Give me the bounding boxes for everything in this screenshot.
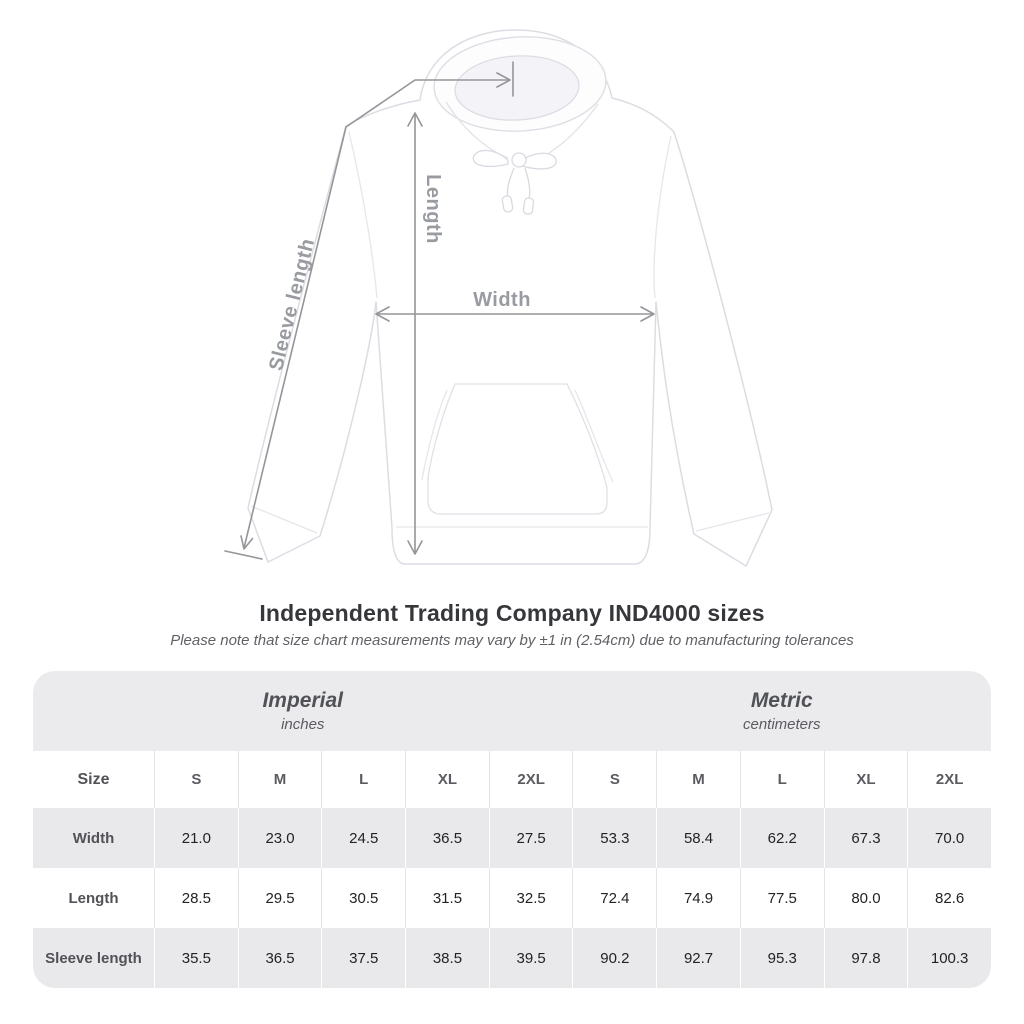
value-cell: 82.6 — [907, 868, 991, 928]
value-cell: 24.5 — [321, 808, 405, 868]
table-row-sleeve-length: Sleeve length 35.5 36.5 37.5 38.5 39.5 9… — [33, 928, 991, 988]
unit-group-unit: inches — [281, 716, 325, 733]
value-cell: 67.3 — [823, 808, 908, 868]
value-cell: 90.2 — [572, 928, 656, 988]
drawstring-bow — [472, 149, 557, 215]
unit-group-metric: Metric centimeters — [573, 671, 992, 751]
hoodie-seams — [250, 131, 770, 534]
unit-group-unit: centimeters — [742, 716, 821, 733]
value-cell: 92.7 — [656, 928, 740, 988]
value-cell: 39.5 — [488, 928, 573, 988]
value-cell: 58.4 — [656, 808, 740, 868]
hood — [433, 36, 607, 161]
size-header-cell: 2XL — [907, 751, 991, 808]
hoodie-illustration: Length Width Sleeve length — [224, 29, 773, 567]
length-label: Length — [422, 174, 444, 244]
value-cell: 27.5 — [488, 808, 573, 868]
table-row-length: Length 28.5 29.5 30.5 31.5 32.5 72.4 74.… — [33, 868, 991, 928]
width-arrow — [375, 306, 655, 322]
unit-group-band: Imperial inches Metric centimeters — [33, 671, 991, 751]
size-table: Imperial inches Metric centimeters Size … — [33, 671, 991, 988]
value-cell: 72.4 — [572, 868, 656, 928]
value-cell: 80.0 — [823, 868, 908, 928]
value-cell: 70.0 — [907, 808, 991, 868]
hoodie-body — [247, 29, 773, 567]
size-header-cell: XL — [405, 751, 489, 808]
unit-group-imperial: Imperial inches — [33, 671, 573, 751]
value-cell: 23.0 — [237, 808, 322, 868]
value-cell: 38.5 — [405, 928, 489, 988]
value-cell: 36.5 — [405, 808, 489, 868]
value-cell: 21.0 — [154, 808, 238, 868]
size-header-cell: S — [154, 751, 238, 808]
value-cell: 32.5 — [488, 868, 573, 928]
value-cell: 97.8 — [823, 928, 908, 988]
value-cell: 36.5 — [237, 928, 322, 988]
value-cell: 37.5 — [321, 928, 405, 988]
value-cell: 53.3 — [572, 808, 656, 868]
size-header-cell: M — [237, 751, 322, 808]
page-title: Independent Trading Company IND4000 size… — [259, 600, 765, 626]
value-cell: 100.3 — [907, 928, 991, 988]
value-cell: 62.2 — [739, 808, 824, 868]
unit-group-name: Metric — [750, 689, 813, 712]
value-cell: 28.5 — [154, 868, 238, 928]
size-header-cell: L — [739, 751, 824, 808]
size-header-cell: L — [321, 751, 405, 808]
size-header-cell: XL — [823, 751, 908, 808]
value-cell: 30.5 — [321, 868, 405, 928]
width-label: Width — [473, 289, 531, 311]
tolerance-note: Please note that size chart measurements… — [170, 632, 854, 649]
row-label: Sleeve length — [45, 949, 142, 967]
size-header-row: Size S M L XL 2XL S M L XL 2XL — [33, 751, 991, 808]
sleeve-length-arrow — [224, 61, 514, 560]
value-cell: 31.5 — [405, 868, 489, 928]
kangaroo-pocket — [421, 383, 614, 515]
size-header-cell: M — [656, 751, 740, 808]
row-label: Width — [72, 829, 115, 847]
size-header-cell: S — [572, 751, 656, 808]
size-header-cell: 2XL — [488, 751, 573, 808]
value-cell: 74.9 — [656, 868, 740, 928]
value-cell: 77.5 — [739, 868, 824, 928]
length-arrow — [407, 112, 423, 555]
size-column-header: Size — [77, 770, 110, 788]
value-cell: 95.3 — [739, 928, 824, 988]
value-cell: 35.5 — [154, 928, 238, 988]
row-label: Length — [68, 889, 119, 907]
measurement-arrows — [224, 61, 655, 560]
unit-group-name: Imperial — [262, 689, 344, 712]
table-row-width: Width 21.0 23.0 24.5 36.5 27.5 53.3 58.4… — [33, 808, 991, 868]
value-cell: 29.5 — [237, 868, 322, 928]
